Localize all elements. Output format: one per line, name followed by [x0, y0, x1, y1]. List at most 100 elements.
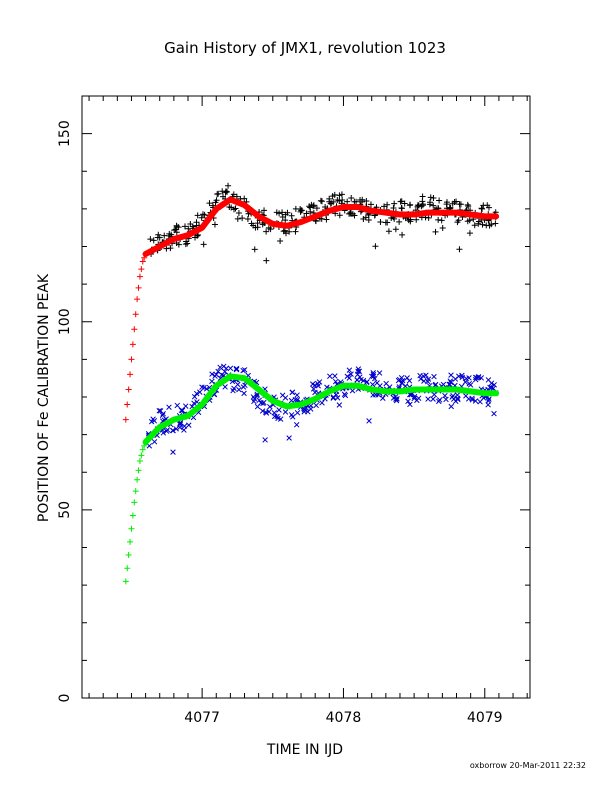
data-point: [391, 200, 398, 207]
data-point: [234, 215, 241, 222]
data-point: [271, 410, 278, 416]
data-point: [369, 381, 376, 388]
data-point: [452, 398, 459, 405]
data-point: [332, 378, 339, 385]
data-point: [199, 384, 205, 390]
data-point: [452, 376, 459, 382]
data-point: [303, 210, 310, 217]
data-point: [191, 393, 198, 400]
data-point: [310, 386, 317, 392]
data-point: [179, 407, 186, 414]
data-point: [454, 395, 461, 401]
data-point: [417, 372, 423, 379]
data-point: [254, 392, 260, 399]
data-point: [336, 212, 343, 219]
data-point: [191, 400, 197, 407]
data-point: [150, 237, 157, 244]
data-point: [447, 378, 454, 384]
data-point: [262, 437, 268, 443]
data-point: [315, 383, 321, 389]
data-point: [292, 228, 299, 235]
data-point: [129, 512, 136, 519]
y-tick-label: 50: [57, 501, 73, 519]
data-point: [193, 390, 200, 397]
data-point: [467, 382, 474, 388]
data-point: [171, 227, 178, 234]
data-point: [307, 208, 314, 215]
data-point: [435, 216, 442, 223]
data-point: [399, 377, 406, 384]
data-point: [127, 538, 134, 545]
data-point: [228, 204, 235, 211]
series-4: [142, 373, 500, 446]
data-point: [282, 230, 289, 237]
data-point: [372, 243, 379, 250]
data-point: [297, 205, 304, 212]
data-point: [160, 411, 166, 417]
data-point: [214, 191, 221, 198]
data-point: [432, 381, 439, 388]
data-point: [431, 373, 437, 380]
data-point: [141, 254, 148, 261]
data-point: [413, 216, 420, 223]
data-point: [227, 365, 234, 372]
x-tick-label: 4077: [184, 710, 220, 726]
data-point: [239, 215, 246, 222]
data-point: [131, 499, 138, 506]
data-point: [129, 341, 136, 348]
data-point: [414, 397, 420, 404]
data-point: [132, 488, 139, 495]
data-point: [161, 232, 168, 239]
data-point: [456, 246, 463, 253]
data-point: [465, 203, 472, 210]
data-point: [391, 215, 398, 222]
data-point: [306, 203, 313, 210]
data-point: [334, 395, 341, 401]
data-point: [438, 217, 445, 224]
data-point: [230, 387, 236, 394]
data-point: [380, 395, 386, 401]
data-point: [261, 207, 268, 214]
data-point: [250, 222, 257, 229]
data-point: [194, 232, 201, 239]
data-point: [294, 392, 300, 398]
data-point: [169, 427, 176, 434]
data-point: [262, 409, 269, 415]
data-point: [425, 214, 432, 221]
data-point: [135, 467, 142, 474]
data-point: [381, 203, 388, 210]
data-point: [286, 435, 292, 441]
data-point: [377, 219, 384, 226]
data-point: [174, 402, 181, 409]
series-5: [122, 439, 149, 585]
data-point: [222, 384, 228, 390]
data-point: [151, 439, 158, 445]
data-point: [472, 398, 479, 404]
data-point: [406, 378, 413, 384]
data-point: [148, 418, 155, 425]
data-point: [189, 223, 196, 230]
data-point: [166, 404, 172, 410]
data-point: [267, 403, 273, 410]
data-point: [477, 399, 483, 405]
data-point: [276, 407, 282, 413]
data-point: [251, 246, 258, 253]
data-point: [425, 396, 431, 402]
data-point: [401, 200, 408, 207]
data-point: [267, 226, 274, 233]
data-point: [457, 201, 464, 208]
data-point: [363, 379, 370, 386]
data-point: [318, 198, 325, 205]
data-point: [448, 403, 454, 410]
data-point: [124, 401, 131, 408]
data-point: [288, 397, 295, 404]
data-point: [282, 409, 289, 415]
data-point: [225, 182, 232, 189]
data-point: [348, 371, 354, 377]
data-point: [141, 442, 148, 449]
data-point: [251, 396, 258, 402]
data-point: [392, 394, 399, 400]
data-point: [313, 402, 319, 409]
data-point: [396, 218, 403, 225]
